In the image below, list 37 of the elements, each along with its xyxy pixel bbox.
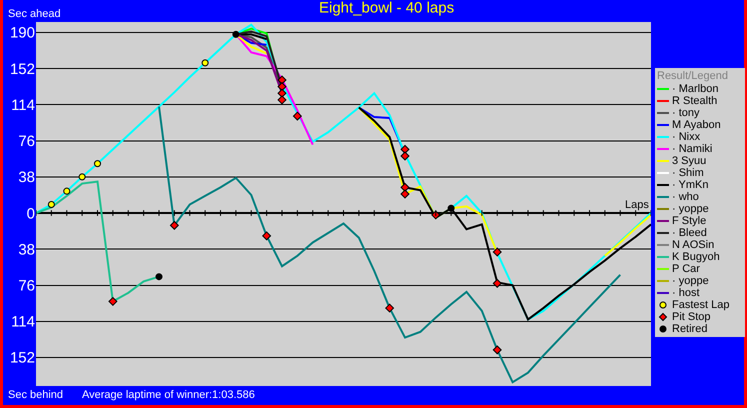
legend-label: Fastest Lap xyxy=(672,299,730,311)
legend-label: · Namiki xyxy=(672,143,712,155)
legend-label: P Car xyxy=(672,263,700,275)
legend-label: · host xyxy=(672,287,700,299)
chart-title: Eight_bowl - 40 laps xyxy=(319,0,454,17)
legend-label: · yoppe xyxy=(672,203,709,215)
legend-label: R Stealth xyxy=(672,95,718,107)
x-axis-title: Laps xyxy=(625,199,650,211)
legend-label: · Bleed xyxy=(672,227,707,239)
legend-label: F Style xyxy=(672,215,706,227)
y-tick-label: 190 xyxy=(10,24,35,42)
legend-label: · Nixx xyxy=(672,131,700,143)
text: Average laptime of winner:1:03.586 xyxy=(82,389,255,401)
y-tick-label: 152 xyxy=(10,60,35,78)
legend-label: Retired xyxy=(672,323,708,335)
legend-label: · yoppe xyxy=(672,275,709,287)
legend-label: · who xyxy=(672,191,699,203)
legend-title: Result/Legend xyxy=(657,70,729,82)
y-tick-label: 0 xyxy=(26,205,35,222)
legend-label: K Bugyoh xyxy=(672,251,720,263)
y-tick-label: 114 xyxy=(11,314,35,331)
y-tick-label: 152 xyxy=(10,350,35,367)
legend-label: · tony xyxy=(672,107,700,119)
legend-label: N AOSin xyxy=(672,239,714,251)
y-tick-label: 76 xyxy=(18,278,35,295)
legend-label: · YmKn xyxy=(672,179,708,191)
legend-label: Pit Stop xyxy=(672,311,711,323)
y-tick-label: 114 xyxy=(11,96,35,114)
y-tick-label: 38 xyxy=(18,241,35,258)
legend-label: 3 Syuu xyxy=(672,155,706,167)
text: Sec behind xyxy=(8,389,64,401)
legend-label: · Marlbon xyxy=(672,83,718,95)
y-axis-title: Sec ahead xyxy=(8,8,61,20)
legend-label: M Ayabon xyxy=(672,119,721,131)
y-tick-label: 76 xyxy=(18,133,35,150)
legend-label: · Shim xyxy=(672,167,704,179)
y-tick-label: 38 xyxy=(18,169,35,186)
